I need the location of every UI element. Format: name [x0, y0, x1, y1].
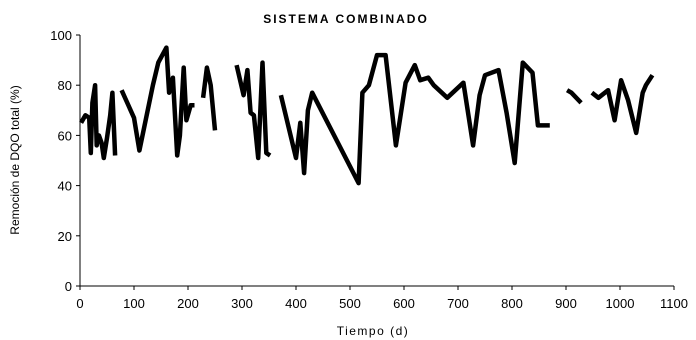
y-ticks: 0 20 40 60 80 100 [50, 28, 80, 294]
series-line-segment [278, 52, 550, 186]
x-tick-label: 600 [393, 296, 415, 311]
y-tick-label: 40 [58, 179, 72, 194]
series-line-segment [234, 60, 272, 161]
x-tick-label: 900 [555, 296, 577, 311]
x-tick-label: 300 [231, 296, 253, 311]
y-tick-label: 0 [65, 279, 72, 294]
series-line-segment [119, 45, 195, 158]
x-tick-label: 200 [177, 296, 199, 311]
x-tick-label: 0 [76, 296, 83, 311]
y-tick-label: 20 [58, 229, 72, 244]
chart-title: SISTEMA COMBINADO [263, 12, 429, 26]
x-tick-label: 800 [501, 296, 523, 311]
series-line-segment [79, 82, 118, 161]
x-tick-label: 400 [285, 296, 307, 311]
series-2 [565, 73, 655, 136]
series-line-segment [590, 73, 655, 136]
x-tick-label: 1000 [606, 296, 635, 311]
y-tick-label: 80 [58, 78, 72, 93]
y-axis-label: Remoción de DQO total (%) [8, 85, 22, 234]
x-axis-label: Tiempo (d) [337, 324, 410, 338]
x-tick-label: 100 [123, 296, 145, 311]
x-tick-label: 700 [447, 296, 469, 311]
series-line-segment [200, 65, 218, 131]
series-line-segment [565, 88, 583, 105]
x-tick-label: 1100 [660, 296, 688, 311]
series-1 [79, 45, 550, 186]
x-tick-label: 500 [339, 296, 361, 311]
y-tick-label: 100 [50, 28, 72, 43]
x-ticks: 0 100 200 300 400 500 600 700 800 900 1000 1100 [76, 286, 688, 311]
plot-area [79, 45, 655, 186]
y-tick-label: 60 [58, 128, 72, 143]
